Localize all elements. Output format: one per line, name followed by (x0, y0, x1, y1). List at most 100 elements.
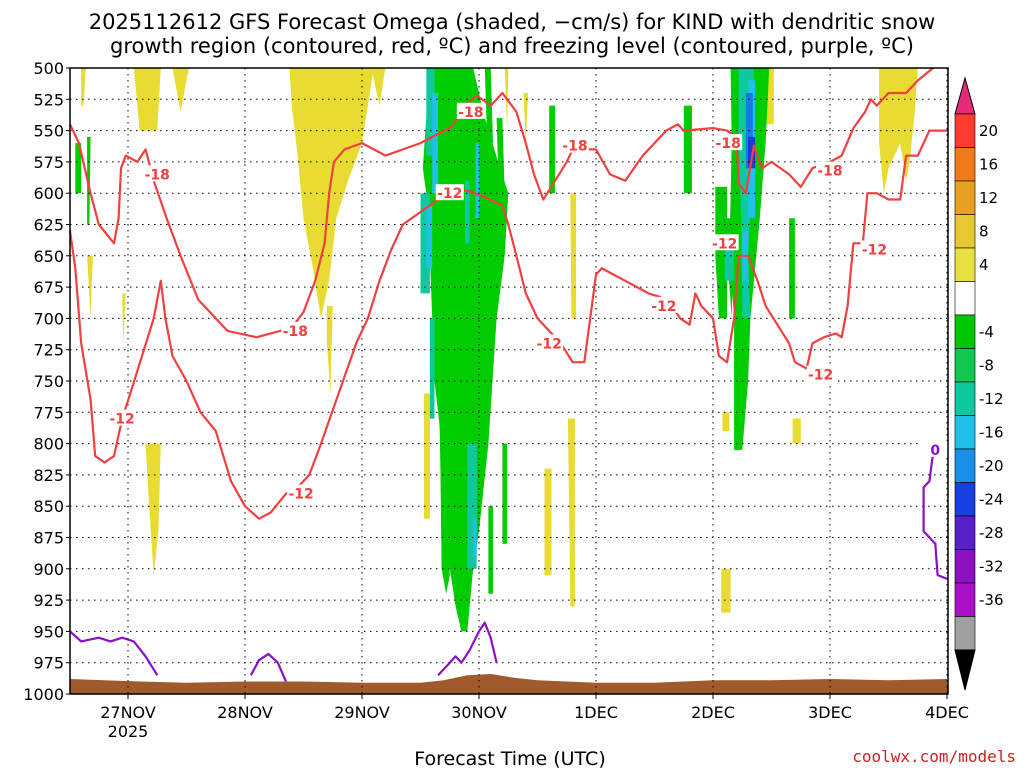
terrain-layer (70, 674, 948, 694)
colorbar-label: 20 (979, 122, 998, 140)
colorbar-band (954, 582, 976, 617)
colorbar-band (954, 247, 976, 282)
y-tick-label: 900 (33, 560, 64, 579)
y-tick-label: 975 (33, 654, 64, 673)
contour-label-bg (649, 296, 678, 313)
contour-label: -12 (437, 186, 462, 202)
contour-label-bg (921, 440, 950, 457)
omega-region-teal (465, 180, 470, 244)
y-tick-label: 575 (33, 153, 64, 172)
contour-label-bg (287, 484, 316, 501)
colorbar-label: -24 (979, 490, 1004, 508)
omega-region-green (789, 218, 795, 319)
colorbar-label: 12 (979, 189, 998, 207)
y-tick-label: 750 (33, 372, 64, 391)
x-tick-label: 27NOV (100, 703, 156, 722)
x-tick-label: 2DEC (691, 703, 735, 722)
chart-title-line-1: 2025112612 GFS Forecast Omega (shaded, −… (89, 10, 936, 34)
x-tick-label: 4DEC (925, 703, 969, 722)
omega-region-green (549, 105, 556, 194)
omega-region-yellow (722, 412, 730, 432)
contour-freezing-level (922, 448, 948, 580)
y-tick-label: 775 (33, 403, 64, 422)
y-tick-label: 950 (33, 622, 64, 641)
colorbar-band (954, 515, 976, 550)
contour-label: -12 (537, 336, 562, 352)
x-tick-label: 30NOV (451, 703, 507, 722)
y-tick-label: 925 (33, 591, 64, 610)
contour-label: -12 (289, 487, 314, 503)
colorbar-band (954, 616, 976, 651)
contour-label: -18 (562, 139, 587, 155)
x-tick-label: 3DEC (808, 703, 852, 722)
omega-region-yellow (544, 468, 552, 576)
contour-label-bg (806, 365, 835, 382)
omega-region-yellow (424, 393, 430, 519)
colorbar-band (954, 113, 976, 148)
colorbar-label: -20 (979, 457, 1004, 475)
contour-label-bg (860, 240, 889, 257)
contour-label: -18 (145, 167, 170, 183)
colorbar-band (954, 415, 976, 450)
terrain-fill (70, 674, 948, 694)
contour-label-bg (108, 409, 137, 426)
contour-label: -12 (651, 299, 676, 315)
colorbar-label: -16 (979, 423, 1004, 441)
colorbar-top-arrow (954, 76, 976, 115)
contour-labels: -18 -12 -18 -12 -18 -12 -18 -12 -18 -12 -12 -18 -12 -… (108, 102, 950, 503)
omega-region-cyan (432, 93, 439, 194)
y-tick-label: 650 (33, 247, 64, 266)
y-axis: 500 525 550 575 600 625 650 675 700 725 750 775 800 8… (23, 59, 70, 704)
contour-label: -12 (712, 236, 737, 252)
colorbar-label: -32 (979, 557, 1004, 575)
colorbar-band (954, 281, 976, 316)
contour-label: -12 (110, 412, 135, 428)
y-tick-label: 1000 (23, 685, 64, 704)
omega-region-green (488, 506, 493, 594)
y-tick-label: 850 (33, 497, 64, 516)
y-tick-label: 600 (33, 184, 64, 203)
colorbar-label: -8 (979, 356, 994, 374)
omega-region-teal (724, 243, 735, 281)
contour-label-bg (710, 234, 739, 251)
x-tick-year-label: 2025 (108, 722, 149, 741)
omega-region-yellow (81, 68, 86, 106)
y-tick-label: 675 (33, 278, 64, 297)
contour-minus-18 (69, 67, 934, 339)
colorbar-band (954, 448, 976, 483)
omega-region-yellow (87, 255, 93, 319)
contour-label-bg (281, 321, 310, 338)
contour-label: -12 (808, 368, 833, 384)
omega-region-yellow (326, 305, 333, 394)
contour-label: -18 (817, 164, 842, 180)
y-tick-label: 550 (33, 122, 64, 141)
omega-region-green (496, 118, 505, 194)
colorbar-label: -28 (979, 524, 1004, 542)
omega-region-teal (429, 318, 435, 419)
contour-label: -18 (458, 105, 483, 121)
contour-label-bg (143, 165, 172, 182)
chart-title-line-2: growth region (contoured, red, ºC) and f… (110, 34, 914, 58)
contour-label-bg (714, 134, 743, 151)
omega-region-yellow (145, 443, 161, 576)
omega-region-yellow (122, 293, 126, 344)
omega-region-cyan (475, 143, 479, 219)
y-tick-label: 625 (33, 216, 64, 235)
colorbar-label: -36 (979, 591, 1004, 609)
credit-text[interactable]: coolwx.com/models (852, 747, 1016, 766)
omega-region-green (75, 143, 82, 194)
y-tick-label: 700 (33, 309, 64, 328)
colorbar: 20 16 12 8 4 -4 -8 -12 -16 -20 -24 -28 -32 -36 (954, 76, 1004, 691)
x-tick-label: 28NOV (217, 703, 273, 722)
contour-label-bg (456, 102, 485, 119)
omega-region-yellow (371, 68, 386, 106)
colorbar-label: -4 (979, 323, 994, 341)
y-tick-label: 800 (33, 435, 64, 454)
contour-label-bg (816, 161, 844, 178)
colorbar-label: 16 (979, 155, 998, 173)
contour-label: 0 (930, 443, 940, 459)
y-tick-label: 875 (33, 529, 64, 548)
colorbar-bottom-arrow (954, 649, 976, 691)
colorbar-label: 4 (979, 256, 989, 274)
